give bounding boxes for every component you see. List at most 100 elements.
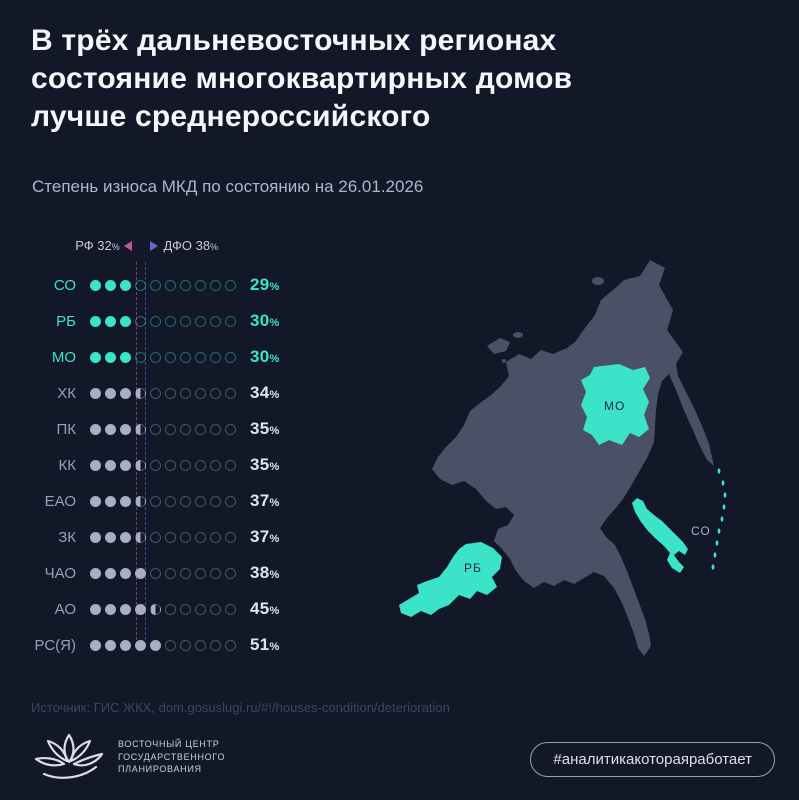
dot [195,387,206,399]
dot [150,387,161,399]
dot [150,603,161,615]
dot [120,639,131,651]
region-label: РС(Я) [34,636,77,654]
chart-rows: СО 29% РБ 30% МО 30% ХК 34% ПК 35% КК 35% ЕАО 37% ЗК 37… [30,267,380,663]
value-label: 37% [250,491,280,510]
chart-row-ЧАО: ЧАО 38% [30,555,380,591]
dot [135,387,146,399]
dot [150,459,161,471]
chart-row-ЕАО: ЕАО 37% [30,483,380,519]
dot [90,459,101,471]
dot-track [90,495,236,507]
dot [180,603,191,615]
chart-row-ХК: ХК 34% [30,375,380,411]
dot [150,495,161,507]
dot [225,639,236,651]
dot [150,423,161,435]
dot [180,351,191,363]
map-arctic-island [487,338,510,354]
dot [225,603,236,615]
dot [210,531,221,543]
dot [120,351,131,363]
rf-reference-label: РФ 32% [75,238,120,253]
dot [210,495,221,507]
map-wrangel-island [592,277,604,285]
value-label: 51% [250,635,280,654]
dot [195,351,206,363]
source-note: Источник: ГИС ЖКХ, dom.gosuslugi.ru/#!/h… [31,700,450,715]
dot [120,459,131,471]
dot [210,387,221,399]
dot [105,315,116,327]
lotus-flower-icon [34,733,104,779]
dot [120,531,131,543]
rf-marker-triangle-icon [123,241,132,251]
dot [180,387,191,399]
dot-track [90,639,236,651]
dot [120,495,131,507]
region-label: ЕАО [44,492,76,510]
dot [165,351,176,363]
dot [105,495,116,507]
dot [135,639,146,651]
dot-track [90,567,236,579]
dot-track [90,279,236,291]
dot [150,567,161,579]
region-label: РБ [56,312,76,330]
dot [210,603,221,615]
dot [225,387,236,399]
title-line-2: состояние многоквартирных домов [31,62,573,95]
title-line-1: В трёх дальневосточных регионах [31,24,557,57]
dot [180,315,191,327]
dot [135,531,146,543]
dot [165,315,176,327]
dot [120,387,131,399]
dot [135,315,146,327]
region-label: ЧАО [44,564,76,582]
chart-row-РС(Я): РС(Я) 51% [30,627,380,663]
dot [165,639,176,651]
dot [225,531,236,543]
chart-row-ЗК: ЗК 37% [30,519,380,555]
region-label: ХК [57,384,76,402]
value-label: 34% [250,383,280,402]
value-label: 45% [250,599,280,618]
dot-track [90,459,236,471]
map-label-buryatia: РБ [464,561,482,575]
dot [180,495,191,507]
dot [105,603,116,615]
dot [195,459,206,471]
region-label: МО [51,348,76,366]
chart-row-СО: СО 29% [30,267,380,303]
dot [150,531,161,543]
page-title: В трёх дальневосточных регионах состояни… [31,22,671,136]
dot [165,459,176,471]
region-label: АО [54,600,76,618]
dot [195,423,206,435]
value-label: 38% [250,563,280,582]
dot [225,351,236,363]
map-arctic-islet [502,359,506,363]
dot [90,423,101,435]
dot [210,279,221,291]
dot [180,279,191,291]
dot [120,603,131,615]
dot [210,315,221,327]
dot [135,567,146,579]
dot [195,603,206,615]
dot [105,567,116,579]
dot-track [90,423,236,435]
value-label: 37% [250,527,280,546]
dot [120,279,131,291]
dot [225,495,236,507]
dot [135,603,146,615]
map-region-sakhalin [632,498,688,573]
region-label: КК [58,456,76,474]
region-label: ПК [56,420,76,438]
dot [135,459,146,471]
dot [90,603,101,615]
dot [90,639,101,651]
chart-row-РБ: РБ 30% [30,303,380,339]
dot [135,279,146,291]
dot [195,567,206,579]
